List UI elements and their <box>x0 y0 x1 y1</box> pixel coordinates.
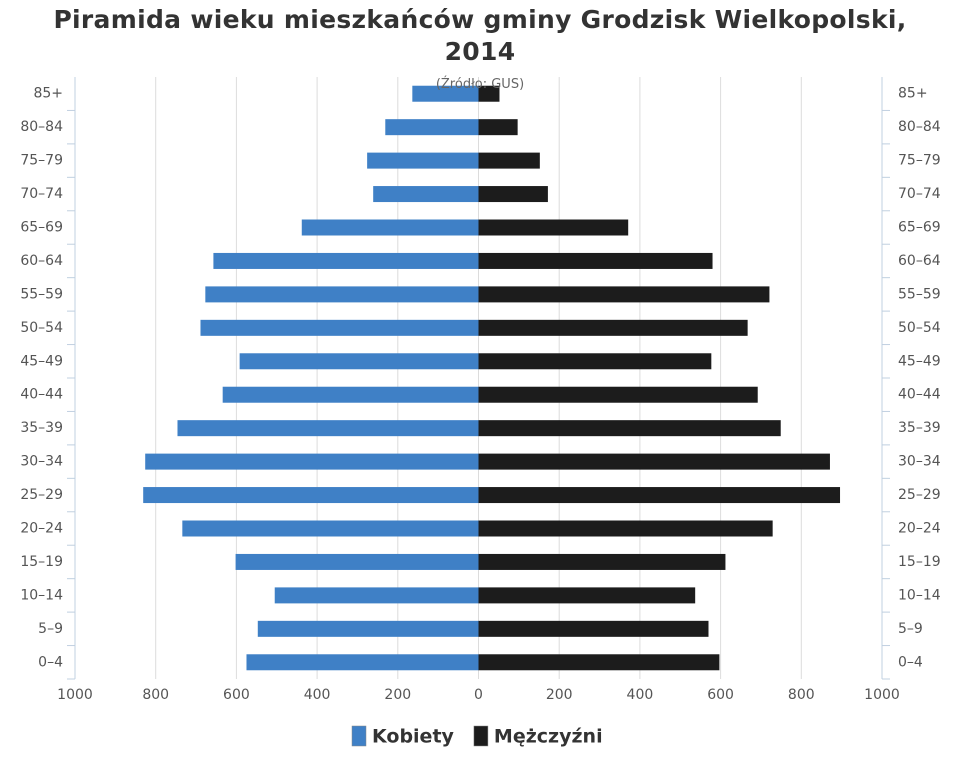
bar <box>213 252 479 269</box>
x-tick-label: 200 <box>384 687 411 703</box>
bar <box>385 119 479 136</box>
bar <box>301 219 479 236</box>
bar <box>274 587 479 604</box>
legend-label[interactable]: Mężczyźni <box>494 726 603 748</box>
bar <box>478 420 781 437</box>
legend-swatch[interactable] <box>473 725 489 747</box>
y-tick-label: 55–59 <box>20 286 63 302</box>
y-tick-label: 45–49 <box>20 353 63 369</box>
chart-subtitle: (Źródło: GUS) <box>435 77 525 92</box>
y-tick-label: 75–79 <box>20 153 63 169</box>
bar <box>478 654 720 671</box>
bar <box>222 386 479 403</box>
bar <box>412 85 479 102</box>
y-tick-label: 60–64 <box>20 253 63 269</box>
bar <box>478 219 629 236</box>
bar <box>205 286 479 303</box>
bar <box>478 119 518 136</box>
x-tick-label: 1000 <box>57 687 93 703</box>
y-tick-label: 75–79 <box>898 153 941 169</box>
y-tick-label: 10–14 <box>20 587 63 603</box>
y-tick-label: 0–4 <box>898 654 923 670</box>
y-tick-label: 40–44 <box>20 387 63 403</box>
y-tick-label: 5–9 <box>38 621 63 637</box>
bar <box>239 353 479 370</box>
bar <box>145 453 479 470</box>
y-tick-label: 10–14 <box>898 587 941 603</box>
y-tick-label: 55–59 <box>898 286 941 302</box>
bar <box>478 252 713 269</box>
y-tick-label: 30–34 <box>898 454 941 470</box>
y-tick-label: 50–54 <box>20 320 63 336</box>
bar <box>478 319 748 336</box>
bar <box>478 520 773 537</box>
bar <box>478 587 696 604</box>
chart-title: Piramida wieku mieszkańców gminy Grodzis… <box>53 5 907 66</box>
bar <box>478 453 830 470</box>
bar <box>478 620 709 637</box>
y-tick-label: 25–29 <box>898 487 941 503</box>
bar <box>246 654 479 671</box>
bar <box>478 186 548 203</box>
x-tick-label: 400 <box>627 687 654 703</box>
bar <box>478 85 500 102</box>
y-tick-label: 40–44 <box>898 387 941 403</box>
y-tick-label: 80–84 <box>898 119 941 135</box>
x-tick-label: 1000 <box>864 687 900 703</box>
y-tick-label: 25–29 <box>20 487 63 503</box>
bar <box>182 520 479 537</box>
bar <box>478 286 770 303</box>
y-tick-label: 35–39 <box>20 420 63 436</box>
y-tick-label: 5–9 <box>898 621 923 637</box>
y-tick-label: 15–19 <box>20 554 63 570</box>
y-tick-label: 60–64 <box>898 253 941 269</box>
bar <box>367 152 479 169</box>
x-tick-label: 800 <box>142 687 169 703</box>
y-tick-label: 85+ <box>33 86 63 102</box>
y-tick-label: 45–49 <box>898 353 941 369</box>
y-tick-label: 50–54 <box>898 320 941 336</box>
bar <box>200 319 479 336</box>
y-tick-label: 65–69 <box>20 220 63 236</box>
y-tick-label: 70–74 <box>898 186 941 202</box>
y-tick-label: 30–34 <box>20 454 63 470</box>
y-tick-label: 65–69 <box>898 220 941 236</box>
bar <box>235 553 479 570</box>
x-tick-label: 0 <box>474 687 483 703</box>
bar <box>478 353 712 370</box>
y-tick-label: 15–19 <box>898 554 941 570</box>
bar <box>143 487 479 504</box>
bar <box>373 186 479 203</box>
legend-label[interactable]: Kobiety <box>372 726 455 748</box>
legend-swatch[interactable] <box>351 725 367 747</box>
y-tick-label: 35–39 <box>898 420 941 436</box>
bar <box>478 386 758 403</box>
bar <box>478 553 726 570</box>
bar <box>177 420 479 437</box>
bar <box>478 487 841 504</box>
x-tick-label: 400 <box>304 687 331 703</box>
x-tick-label: 600 <box>223 687 250 703</box>
bar <box>478 152 540 169</box>
bar <box>257 620 479 637</box>
y-tick-label: 20–24 <box>20 521 63 537</box>
y-tick-label: 85+ <box>898 86 928 102</box>
x-tick-label: 600 <box>707 687 734 703</box>
y-tick-label: 20–24 <box>898 521 941 537</box>
y-tick-label: 70–74 <box>20 186 63 202</box>
y-tick-label: 80–84 <box>20 119 63 135</box>
x-tick-label: 200 <box>546 687 573 703</box>
x-tick-label: 800 <box>788 687 815 703</box>
y-tick-label: 0–4 <box>38 654 63 670</box>
